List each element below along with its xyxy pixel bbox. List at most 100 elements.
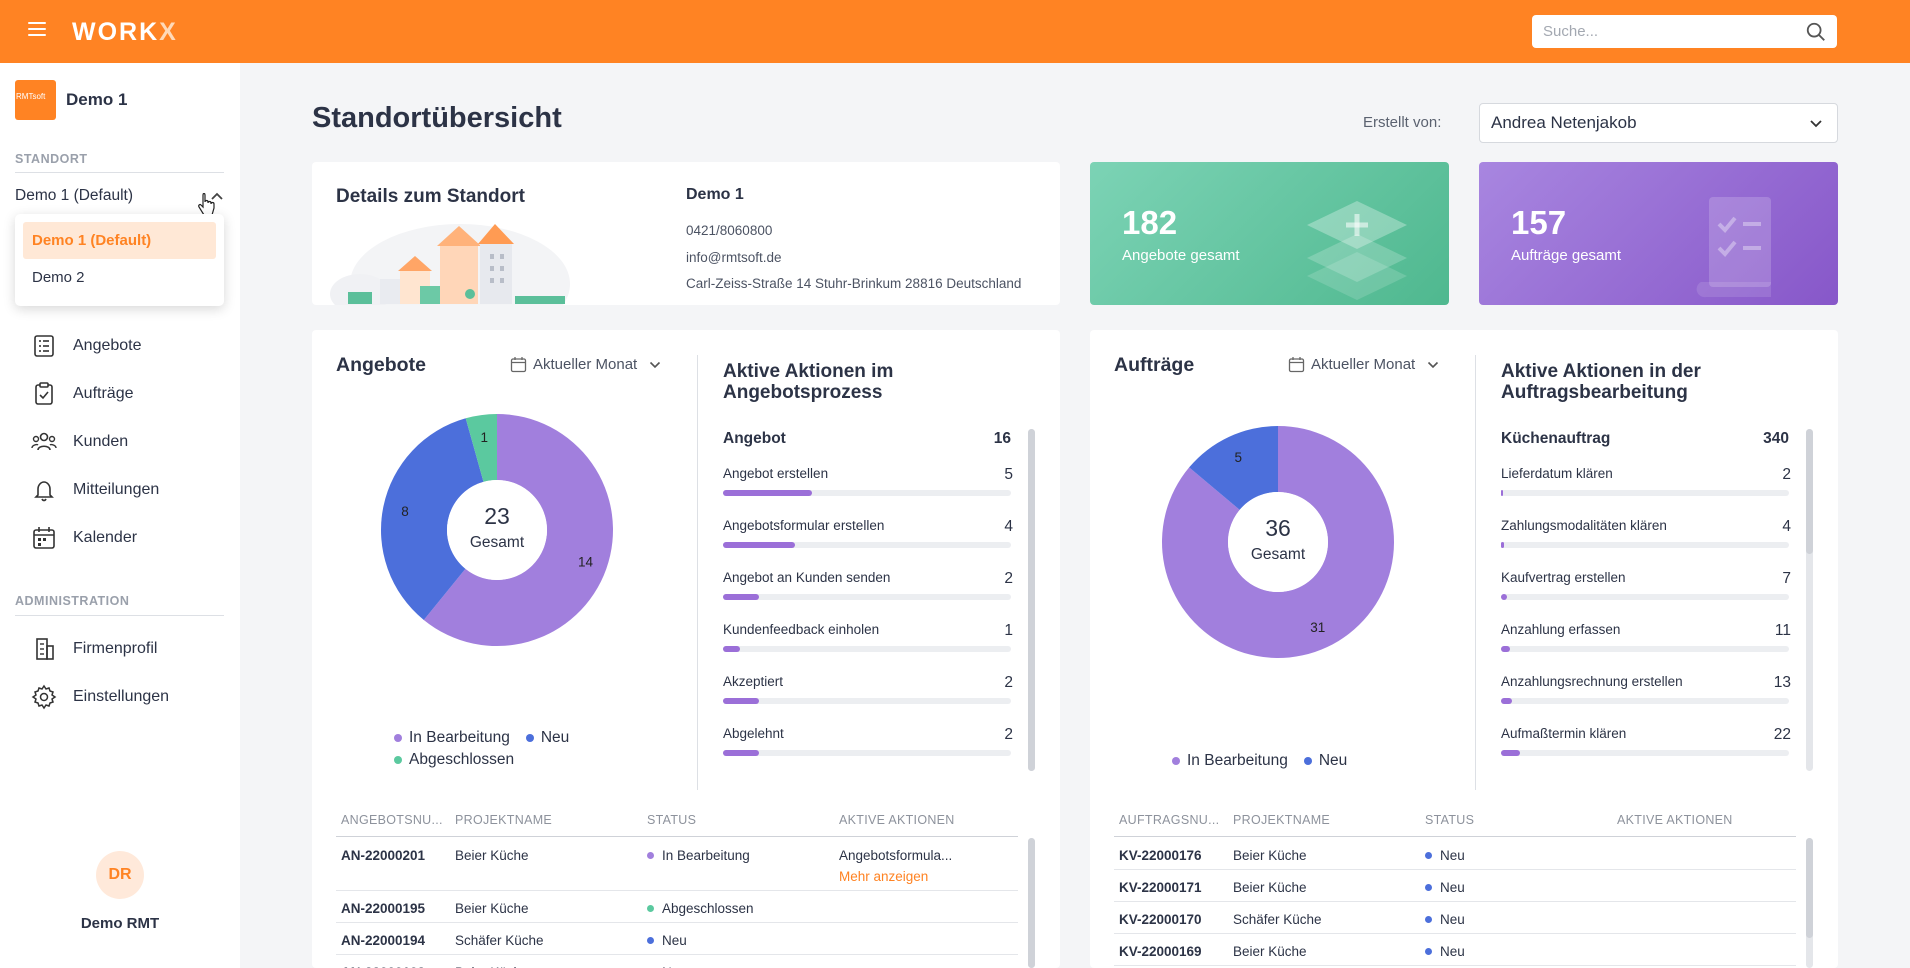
action-name: Angebot erstellen — [723, 466, 829, 481]
action-name: Lieferdatum klären — [1501, 466, 1613, 481]
table-header-nummer[interactable]: ANGEBOTSNU... — [341, 813, 443, 827]
action-row[interactable]: Kundenfeedback einholen 1 — [723, 622, 1013, 672]
sidebar-item-mitteilungen[interactable]: Mitteilungen — [30, 475, 159, 505]
building-icon — [36, 638, 54, 660]
action-row[interactable]: Akzeptiert 2 — [723, 674, 1013, 724]
company-name: Demo 1 — [66, 90, 128, 109]
table-scrollbar[interactable] — [1806, 838, 1813, 968]
sidebar-item-kalender[interactable]: Kalender — [30, 523, 137, 553]
standort-dropdown: Demo 1 (Default) Demo 2 — [15, 214, 224, 306]
action-row[interactable]: Zahlungsmodalitäten klären 4 — [1501, 518, 1791, 568]
gear-icon — [31, 684, 57, 710]
table-scrollbar[interactable] — [1028, 838, 1035, 968]
dropdown-option-demo2[interactable]: Demo 2 — [32, 269, 85, 286]
donut-slice-in-bearbeitung[interactable] — [423, 414, 613, 646]
auftraege-panel-title: Aufträge — [1114, 354, 1195, 376]
scrollbar-thumb[interactable] — [1028, 429, 1035, 771]
action-progress-bar — [1501, 490, 1789, 496]
table-row[interactable]: KV-22000176 Beier Küche Neu — [1114, 838, 1796, 870]
legend-item-in-bearbeitung[interactable]: In Bearbeitung — [394, 727, 510, 749]
action-name: Akzeptiert — [723, 674, 784, 689]
action-name: Angebotsformular erstellen — [723, 518, 885, 533]
action-row[interactable]: Kaufvertrag erstellen 7 — [1501, 570, 1791, 620]
sidebar-item-auftraege[interactable]: Aufträge — [30, 379, 133, 409]
sidebar-item-einstellungen[interactable]: Einstellungen — [30, 682, 169, 712]
action-row[interactable]: Aufmaßtermin klären 22 — [1501, 726, 1791, 776]
table-row[interactable]: AN-22000193 Beier Küche Neu — [336, 955, 1018, 968]
angebote-donut-chart: 14 8 1 — [381, 414, 613, 646]
table-row[interactable]: KV-22000171 Beier Küche Neu — [1114, 870, 1796, 902]
actions-scrollbar[interactable] — [1028, 429, 1035, 771]
table-row[interactable]: AN-22000194 Schäfer Küche Neu — [336, 923, 1018, 955]
menu-icon[interactable] — [28, 22, 46, 36]
mehr-anzeigen-link[interactable]: Mehr anzeigen — [839, 869, 929, 884]
stat-card-angebote[interactable]: 182 Angebote gesamt — [1090, 162, 1449, 305]
sidebar-item-kunden[interactable]: Kunden — [30, 427, 128, 457]
donut-center-value: 23 — [484, 503, 510, 529]
search-input[interactable] — [1532, 16, 1805, 47]
table-header-aktive-aktionen[interactable]: AKTIVE AKTIONEN — [839, 813, 955, 827]
donut-slice-in-bearbeitung[interactable] — [1162, 426, 1394, 658]
table-header-projektname[interactable]: PROJEKTNAME — [455, 813, 553, 827]
table-header-nummer[interactable]: AUFTRAGSNU... — [1119, 813, 1220, 827]
action-count: 4 — [1782, 518, 1791, 535]
action-row[interactable]: Anzahlungsrechnung erstellen 13 — [1501, 674, 1791, 724]
period-value: Aktueller Monat — [533, 356, 638, 373]
standort-select[interactable]: Demo 1 (Default) — [15, 184, 224, 208]
table-row[interactable]: KV-22000169 Beier Küche Neu — [1114, 934, 1796, 966]
action-progress-fill — [1501, 542, 1505, 548]
cell-projektname: Schäfer Küche — [1233, 912, 1322, 927]
action-count: 1 — [1004, 622, 1013, 639]
table-header-projektname[interactable]: PROJEKTNAME — [1233, 813, 1331, 827]
search-icon[interactable] — [1805, 21, 1827, 43]
table-header-status[interactable]: STATUS — [1425, 813, 1475, 827]
action-row[interactable]: Angebot erstellen 5 — [723, 466, 1013, 516]
donut-slice-abgeschlossen[interactable] — [465, 414, 497, 482]
dropdown-option-demo1[interactable]: Demo 1 (Default) — [23, 222, 216, 259]
legend-item-abgeschlossen[interactable]: Abgeschlossen — [394, 749, 514, 771]
user-profile[interactable]: DR Demo RMT — [0, 851, 240, 932]
sidebar-item-label: Einstellungen — [73, 688, 170, 705]
action-row[interactable]: Abgelehnt 2 — [723, 726, 1013, 776]
table-row[interactable]: AN-22000201 Beier Küche In Bearbeitung Ange… — [336, 838, 1018, 891]
creator-select[interactable]: Andrea Netenjakob — [1479, 103, 1838, 143]
angebote-period-select[interactable]: Aktueller Monat — [510, 356, 661, 373]
donut-data-label: 31 — [1310, 620, 1325, 635]
app-logo[interactable]: WORKX — [72, 18, 178, 47]
action-row[interactable]: Lieferdatum klären 2 — [1501, 466, 1791, 516]
auftraege-period-select[interactable]: Aktueller Monat — [1288, 356, 1439, 373]
actions-scrollbar[interactable] — [1806, 429, 1813, 771]
sidebar-item-angebote[interactable]: Angebote — [30, 331, 142, 361]
table-row[interactable]: AN-22000195 Beier Küche Abgeschlossen — [336, 891, 1018, 923]
action-row[interactable]: Angebot an Kunden senden 2 — [723, 570, 1013, 620]
action-row[interactable]: Angebotsformular erstellen 4 — [723, 518, 1013, 568]
cell-status: Neu — [647, 933, 687, 948]
sidebar-item-firmenprofil[interactable]: Firmenprofil — [30, 634, 157, 664]
legend-item-neu[interactable]: Neu — [525, 727, 569, 749]
scrollbar-thumb[interactable] — [1028, 838, 1035, 968]
users-icon — [31, 432, 57, 451]
status-dot — [1425, 884, 1432, 891]
action-progress-bar — [1501, 750, 1789, 756]
table-header-aktive-aktionen[interactable]: AKTIVE AKTIONEN — [1617, 813, 1733, 827]
auftraege-panel: Aufträge Aktueller Monat 31 5 36 Gesamt I… — [1090, 330, 1838, 968]
details-card: Details zum Standort Demo 1 0421/8060800… — [312, 162, 1060, 305]
legend-item-neu[interactable]: Neu — [1303, 750, 1347, 772]
scrollbar-thumb[interactable] — [1806, 838, 1813, 938]
cell-nummer: AN-22000194 — [341, 933, 426, 948]
scrollbar-thumb[interactable] — [1806, 429, 1813, 554]
legend-item-in-bearbeitung[interactable]: In Bearbeitung — [1172, 750, 1288, 772]
standort-value: Demo 1 (Default) — [15, 187, 134, 204]
legend-label: Abgeschlossen — [409, 751, 515, 768]
legend-dot — [525, 734, 534, 742]
donut-slice-neu[interactable] — [381, 418, 484, 620]
table-row[interactable]: KV-22000170 Schäfer Küche Neu — [1114, 902, 1796, 934]
avatar: DR — [96, 851, 144, 899]
administration-divider — [15, 615, 224, 616]
action-row[interactable]: Anzahlung erfassen 11 — [1501, 622, 1791, 672]
action-progress-fill — [723, 698, 759, 704]
table-header-status[interactable]: STATUS — [647, 813, 697, 827]
stat-value: 182 — [1122, 204, 1178, 241]
donut-slice-neu[interactable] — [1189, 426, 1278, 510]
stat-card-auftraege[interactable]: 157 Aufträge gesamt — [1479, 162, 1838, 305]
